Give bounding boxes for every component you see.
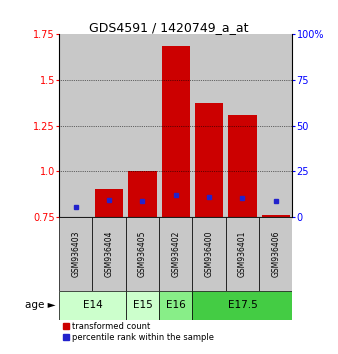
Text: E14: E14 (82, 300, 102, 310)
Bar (226, 217, 259, 291)
Text: GDS4591 / 1420749_a_at: GDS4591 / 1420749_a_at (89, 21, 249, 34)
Bar (126, 217, 159, 291)
Bar (192, 34, 226, 217)
Bar (259, 217, 292, 291)
Bar (195, 103, 223, 217)
Bar (262, 215, 290, 217)
Text: GSM936406: GSM936406 (271, 231, 280, 278)
Bar (128, 171, 156, 217)
Text: GSM936403: GSM936403 (71, 231, 80, 278)
Text: GSM936405: GSM936405 (138, 231, 147, 278)
Text: GSM936401: GSM936401 (238, 231, 247, 278)
Bar (93, 34, 126, 217)
Text: GSM936404: GSM936404 (105, 231, 114, 278)
Text: E17.5: E17.5 (227, 300, 257, 310)
Bar (93, 217, 126, 291)
Text: E15: E15 (132, 300, 152, 310)
Bar (126, 291, 159, 320)
Bar (59, 34, 93, 217)
Bar (59, 291, 126, 320)
Bar (228, 115, 257, 217)
Text: GSM936400: GSM936400 (204, 231, 214, 278)
Bar (59, 217, 93, 291)
Text: E16: E16 (166, 300, 186, 310)
Bar (192, 291, 292, 320)
Bar (95, 189, 123, 217)
Bar (259, 34, 292, 217)
Legend: transformed count, percentile rank within the sample: transformed count, percentile rank withi… (63, 322, 215, 342)
Bar (159, 34, 192, 217)
Text: GSM936402: GSM936402 (171, 231, 180, 278)
Bar (162, 46, 190, 217)
Bar (159, 291, 192, 320)
Bar (226, 34, 259, 217)
Bar (159, 217, 192, 291)
Bar (192, 217, 226, 291)
Bar (126, 34, 159, 217)
Text: age ►: age ► (25, 300, 56, 310)
